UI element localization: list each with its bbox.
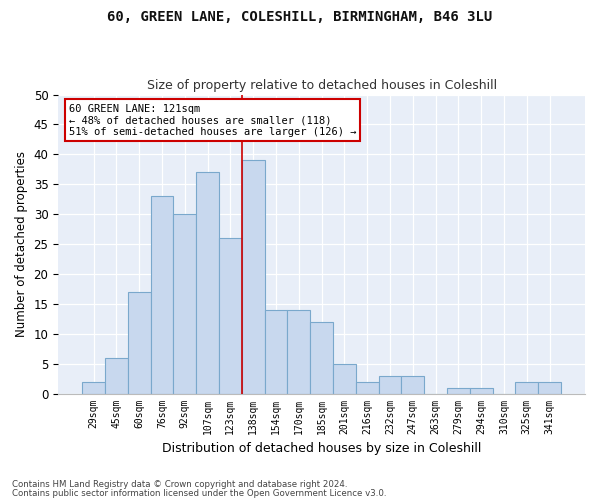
Text: Contains public sector information licensed under the Open Government Licence v3: Contains public sector information licen…	[12, 489, 386, 498]
Bar	[219, 238, 242, 394]
Bar	[265, 310, 287, 394]
Text: 60, GREEN LANE, COLESHILL, BIRMINGHAM, B46 3LU: 60, GREEN LANE, COLESHILL, BIRMINGHAM, B…	[107, 10, 493, 24]
Bar	[333, 364, 356, 394]
Bar	[310, 322, 333, 394]
Bar	[515, 382, 538, 394]
Bar	[82, 382, 105, 394]
Bar	[128, 292, 151, 394]
Text: 60 GREEN LANE: 121sqm
← 48% of detached houses are smaller (118)
51% of semi-det: 60 GREEN LANE: 121sqm ← 48% of detached …	[68, 104, 356, 136]
Bar	[379, 376, 401, 394]
Y-axis label: Number of detached properties: Number of detached properties	[15, 151, 28, 337]
Title: Size of property relative to detached houses in Coleshill: Size of property relative to detached ho…	[146, 79, 497, 92]
Text: Contains HM Land Registry data © Crown copyright and database right 2024.: Contains HM Land Registry data © Crown c…	[12, 480, 347, 489]
Bar	[173, 214, 196, 394]
Bar	[151, 196, 173, 394]
Bar	[538, 382, 561, 394]
Bar	[242, 160, 265, 394]
Bar	[447, 388, 470, 394]
Bar	[356, 382, 379, 394]
Bar	[470, 388, 493, 394]
Bar	[196, 172, 219, 394]
Bar	[105, 358, 128, 394]
Bar	[287, 310, 310, 394]
X-axis label: Distribution of detached houses by size in Coleshill: Distribution of detached houses by size …	[162, 442, 481, 455]
Bar	[401, 376, 424, 394]
